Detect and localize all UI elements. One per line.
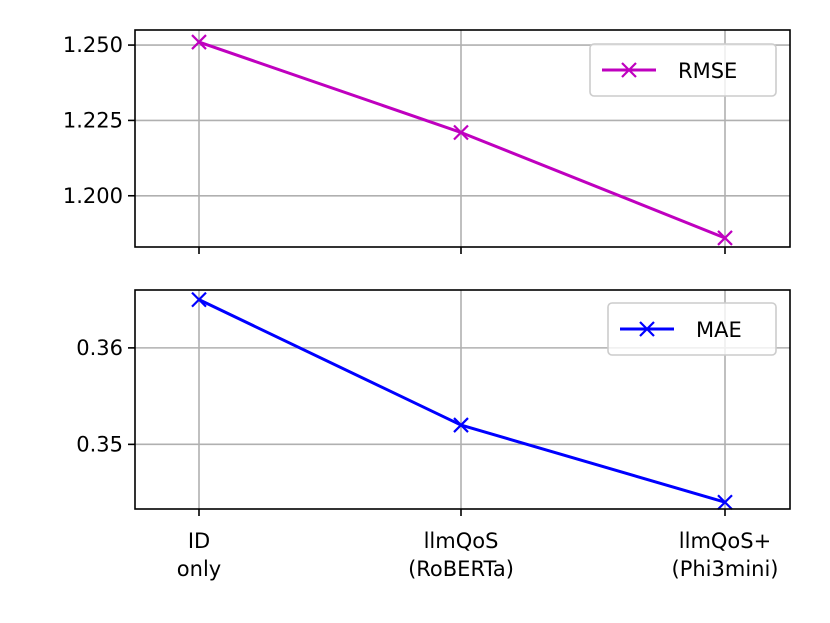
- y-tick-label: 1.250: [63, 33, 123, 57]
- x-tick-label-line: (RoBERTa): [408, 557, 514, 581]
- legend-marker: [621, 62, 637, 78]
- data-point-marker: [191, 34, 207, 50]
- data-point-marker: [717, 494, 733, 511]
- chart-panel-1: 1.200 1.225 1.250 RMSE: [63, 29, 791, 254]
- legend-label: RMSE: [678, 59, 737, 83]
- legend-marker: [639, 321, 655, 337]
- legend-label: MAE: [696, 318, 742, 342]
- legend-box: [607, 302, 777, 356]
- x-tick-label: llmQoS (RoBERTa): [408, 529, 514, 581]
- legend-box: [589, 43, 777, 97]
- chart-panel-2: 0.35 0.36 ID only llmQoS (RoBERTa) llmQoS+ (Phi…: [76, 289, 791, 581]
- y-tick-label: 0.35: [76, 432, 123, 456]
- data-point-marker: [453, 124, 469, 141]
- plot-frame: [134, 289, 791, 510]
- y-tick-label: 1.225: [63, 108, 123, 132]
- x-tick-label-line: ID: [188, 529, 210, 553]
- data-point-marker: [191, 291, 207, 308]
- x-tick-label-line: llmQoS+: [679, 529, 771, 553]
- x-tick-label: llmQoS+ (Phi3mini): [672, 529, 779, 581]
- data-point-marker: [453, 417, 469, 433]
- x-tick-label-line: (Phi3mini): [672, 557, 779, 581]
- x-tick-label-line: only: [177, 557, 221, 581]
- y-tick-label: 1.200: [63, 184, 123, 208]
- x-tick-label: ID only: [177, 529, 221, 581]
- y-tick-label: 0.36: [76, 336, 123, 360]
- data-point-marker: [717, 230, 733, 246]
- plot-frame: [134, 29, 791, 248]
- x-tick-label-line: llmQoS: [424, 529, 499, 553]
